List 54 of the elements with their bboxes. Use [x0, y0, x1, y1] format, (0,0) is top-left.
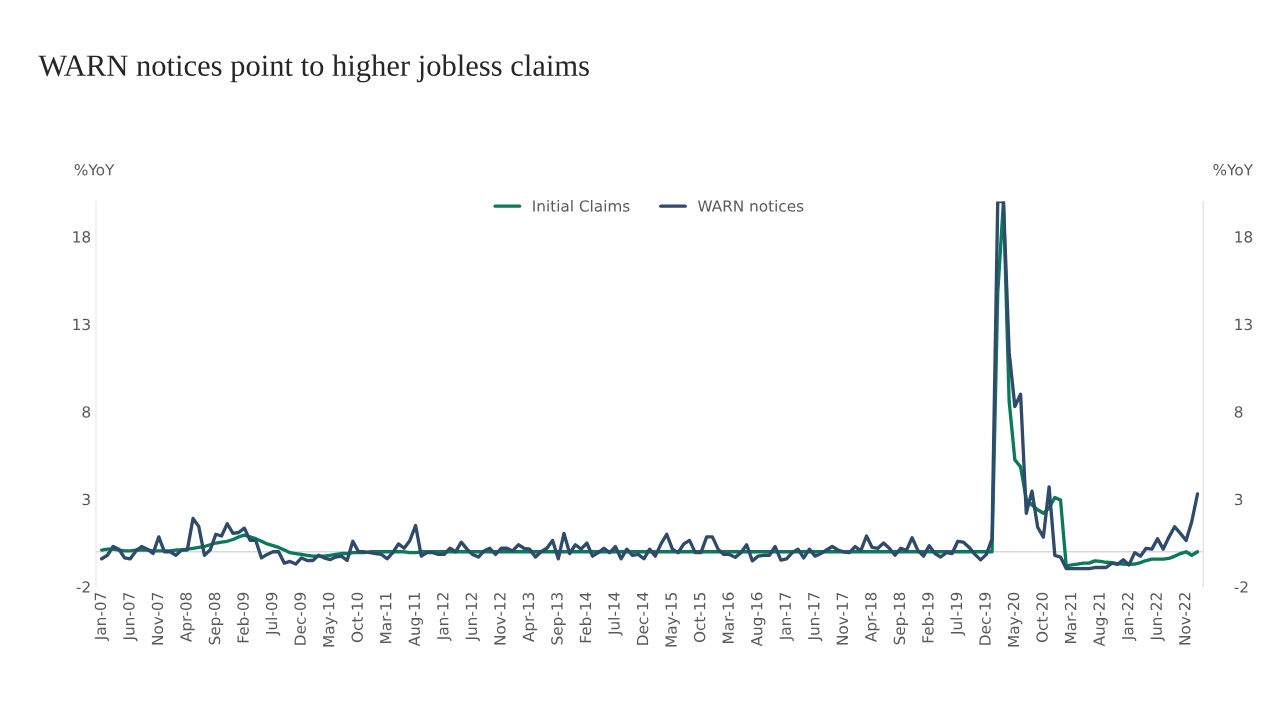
x-tick-label: Mar-11 [380, 593, 392, 643]
x-tick-label: Apr-13 [522, 592, 538, 642]
x-tick-label: Sep-08 [208, 592, 224, 645]
x-tick-label: May-15 [665, 593, 680, 647]
x-tick-label: Nov-22 [1178, 593, 1191, 645]
y-tick-label: 18 [73, 231, 91, 243]
x-tick-label: Aug-21 [1093, 593, 1108, 647]
x-tick-label: Feb-14 [579, 592, 592, 643]
x-tick-label: Sep-13 [551, 592, 566, 645]
x-tick-label: Oct-15 [693, 593, 706, 643]
x-tick-label: Dec-14 [636, 592, 649, 645]
y2-tick-label: 18 [1235, 231, 1253, 243]
x-tick-label: Feb-09 [236, 592, 249, 643]
x-tick-label: Aug-16 [750, 592, 766, 647]
x-tick-label: Jan-07 [94, 592, 109, 641]
y-tick-label: 8 [82, 406, 91, 418]
x-tick-label: Dec-09 [294, 592, 306, 645]
x-tick-label: Apr-18 [865, 592, 880, 642]
x-tick-label: Jul-19 [950, 592, 966, 636]
x-tick-label: Nov-12 [494, 593, 506, 645]
x-tick-label: Jun-12 [465, 593, 480, 642]
legend-label: WARN notices [697, 199, 804, 212]
x-tick-label: Jun-17 [808, 592, 823, 642]
x-tick-label: Jul-14 [607, 592, 623, 636]
y-axis-title: %YoY [74, 163, 115, 176]
y-tick-label: 3 [82, 493, 90, 506]
y2-axis-title: %YoY [1213, 163, 1254, 176]
x-tick-label: Dec-19 [979, 592, 991, 645]
x-tick-label: Mar-16 [722, 592, 734, 643]
x-tick-label: Jan-22 [1121, 593, 1137, 641]
x-tick-label: Sep-18 [893, 592, 909, 645]
x-tick-label: Jun-07 [123, 592, 138, 642]
x-tick-label: Jun-22 [1150, 593, 1165, 642]
chart-title: WARN notices point to higher jobless claims [38, 54, 589, 83]
x-tick-label: Jul-09 [265, 592, 281, 636]
x-tick-label: May-20 [1007, 592, 1023, 647]
y-tick-label: 13 [73, 318, 90, 331]
x-tick-label: Nov-07 [151, 592, 164, 645]
x-tick-label: Feb-19 [921, 592, 934, 643]
x-tick-label: Jan-12 [437, 593, 452, 641]
legend-label: Initial Claims [533, 199, 630, 212]
x-tick-label: Jan-17 [779, 592, 794, 641]
x-tick-label: Mar-21 [1064, 593, 1077, 643]
x-tick-label: Oct-10 [351, 592, 363, 643]
x-tick-label: May-10 [322, 592, 338, 647]
y2-tick-label: 8 [1234, 406, 1243, 418]
y2-tick-label: -2 [1234, 581, 1248, 593]
y-tick-label: -2 [76, 581, 90, 593]
x-tick-label: Aug-11 [408, 593, 423, 647]
y2-tick-label: 13 [1235, 318, 1252, 331]
x-tick-label: Nov-17 [836, 592, 849, 645]
x-tick-label: Apr-08 [180, 592, 195, 642]
y2-tick-label: 3 [1234, 493, 1243, 506]
x-tick-label: Oct-20 [1036, 592, 1048, 643]
